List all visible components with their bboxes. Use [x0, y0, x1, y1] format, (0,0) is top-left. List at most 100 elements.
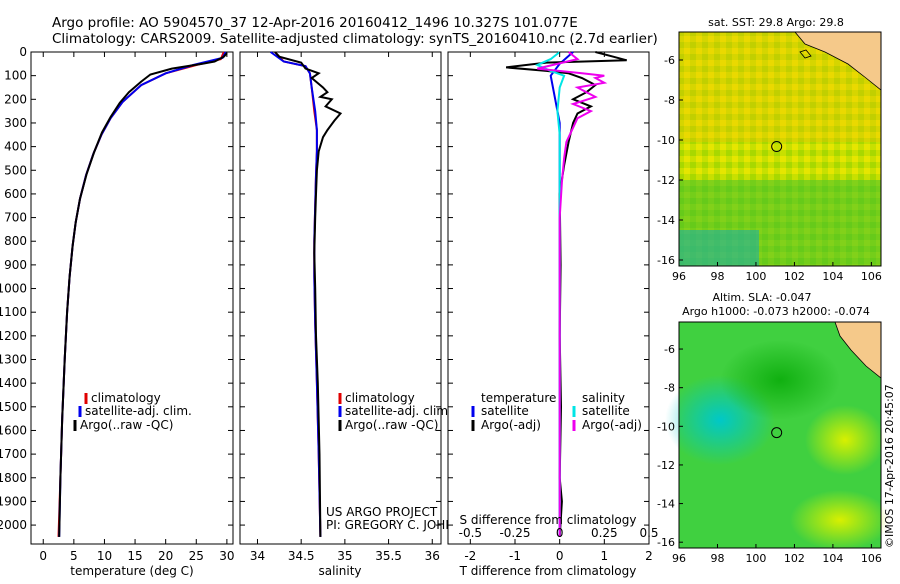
- sst-map-panel: sat. SST: 29.8 Argo: 29.8 96 98 100 102 104 1…: [657, 16, 882, 283]
- difference-panel: -2 -1 0 1 2 -0.5 -0.25 0 0.25 0.5 T difference f…: [447, 51, 659, 578]
- temperature-axes-box: [30, 51, 234, 545]
- map-y-tick-label: -10: [657, 134, 675, 147]
- x-tick-label: 0: [556, 549, 564, 563]
- x-tick-label: 0: [39, 549, 47, 563]
- sst-map-title: sat. SST: 29.8 Argo: 29.8: [708, 16, 844, 29]
- x-tick-label: 35: [337, 549, 352, 563]
- salinity-legend: climatology satellite-adj. clim. Argo(..…: [338, 391, 452, 432]
- depth-tick-label: 0: [19, 45, 27, 59]
- sla-argo-location-marker: [771, 427, 783, 439]
- sla-map-title: Altim. SLA: -0.047: [712, 291, 811, 304]
- difference-x-ticks: -2 -1 0 1 2: [464, 52, 653, 563]
- s-diff-tick-label: -0.5: [459, 526, 482, 540]
- x-tick-label: 5: [70, 549, 78, 563]
- legend-label-t-satellite: satellite: [481, 404, 529, 418]
- map-x-tick-label: 96: [672, 270, 686, 283]
- map-x-tick-label: 106: [861, 270, 882, 283]
- map-x-tick-label: 104: [822, 552, 843, 565]
- depth-ticks: 0 100 200 300 400 500 600 700 800 900 1000 1100 1200…: [0, 45, 233, 532]
- legend-title-salinity: salinity: [582, 391, 625, 405]
- salinity-axes-box: [239, 51, 442, 545]
- map-x-tick-label: 104: [822, 270, 843, 283]
- map-y-tick-label: -10: [657, 420, 675, 433]
- salinity-lines: [270, 51, 343, 537]
- depth-tick-label: 300: [4, 116, 27, 130]
- depth-tick-label: 100: [4, 69, 27, 83]
- sst-argo-location-marker: [771, 141, 783, 153]
- salinity-x-ticks: 34 34.5 35 35.5 36: [250, 52, 440, 563]
- x-tick-label: 30: [219, 549, 234, 563]
- depth-tick-label: 1000: [0, 282, 27, 296]
- map-y-tick-label: -8: [664, 94, 675, 107]
- depth-tick-label: 1900: [0, 494, 27, 508]
- map-y-tick-label: -8: [664, 382, 675, 395]
- depth-tick-label: 1300: [0, 353, 27, 367]
- imos-credit: ©IMOS 17-Apr-2016 20:45:07: [883, 384, 896, 548]
- series-line-s-argo-adj-: [537, 51, 608, 537]
- temperature-x-ticks: 0 5 10 15 20 25 30: [39, 52, 235, 563]
- map-x-tick-label: 106: [861, 552, 882, 565]
- map-x-tick-label: 102: [784, 552, 805, 565]
- s-diff-tick-label: 0: [556, 526, 564, 540]
- map-x-tick-label: 100: [745, 552, 766, 565]
- x-tick-label: 20: [158, 549, 173, 563]
- sst-island: [799, 49, 812, 59]
- difference-lines: [505, 51, 627, 537]
- x-tick-label: 10: [97, 549, 112, 563]
- sla-mid-blob: [720, 340, 840, 420]
- x-tick-label: 34: [250, 549, 265, 563]
- header-line1: Argo profile: AO 5904570_37 12-Apr-2016 …: [52, 15, 578, 31]
- depth-tick-label: 2000: [0, 518, 27, 532]
- depth-tick-label: 1600: [0, 423, 27, 437]
- depth-tick-label: 600: [4, 187, 27, 201]
- depth-tick-label: 1200: [0, 329, 27, 343]
- x-tick-label: 15: [127, 549, 142, 563]
- sla-map-subtitle: Argo h1000: -0.073 h2000: -0.074: [682, 305, 870, 318]
- sst-cyan-patch: [679, 230, 759, 266]
- sst-map-ticks: 96 98 100 102 104 106 -6 -8 -10 -12 -14 -16: [657, 54, 882, 283]
- s-diff-tick-label: -0.25: [499, 526, 530, 540]
- map-y-tick-label: -14: [657, 498, 675, 511]
- map-y-tick-label: -16: [657, 254, 675, 267]
- depth-tick-label: 400: [4, 140, 27, 154]
- legend-label-argo: Argo(..raw -QC): [80, 418, 173, 432]
- map-y-tick-label: -14: [657, 214, 675, 227]
- legend-label-satellite: satellite-adj. clim.: [345, 404, 452, 418]
- map-x-tick-label: 96: [672, 552, 686, 565]
- x-tick-label: 35.5: [375, 549, 402, 563]
- depth-tick-label: 800: [4, 234, 27, 248]
- map-y-tick-label: -6: [664, 343, 675, 356]
- depth-tick-label: 700: [4, 211, 27, 225]
- difference-legend: temperature satellite Argo(-adj) salinit…: [471, 391, 642, 432]
- s-diff-tick-label: 0.25: [591, 526, 618, 540]
- sla-map-panel: Altim. SLA: -0.047 Argo h1000: -0.073 h2…: [657, 291, 890, 565]
- difference-y-tickmarks: [448, 51, 649, 526]
- x-tick-label: -2: [464, 549, 476, 563]
- temperature-xlabel: temperature (deg C): [70, 564, 193, 578]
- map-x-tick-label: 102: [784, 270, 805, 283]
- map-x-tick-label: 98: [710, 270, 724, 283]
- x-tick-label: 1: [601, 549, 609, 563]
- depth-tick-label: 1500: [0, 400, 27, 414]
- header-line2: Climatology: CARS2009. Satellite-adjuste…: [52, 31, 658, 47]
- temperature-legend: climatology satellite-adj. clim. Argo(..…: [73, 391, 192, 432]
- legend-label-t-argo: Argo(-adj): [481, 418, 541, 432]
- series-line-argo-raw-qc-: [274, 51, 343, 537]
- temperature-panel: 0100200300400500600700800900100011001200…: [0, 45, 235, 578]
- sla-map-frame: [678, 321, 882, 549]
- sla-map-ticks: 96 98 100 102 104 106 -6 -8 -10 -12 -14 -16: [657, 343, 882, 565]
- depth-tick-label: 1400: [0, 376, 27, 390]
- x-tick-label: 25: [189, 549, 204, 563]
- legend-label-satellite: satellite-adj. clim.: [85, 404, 192, 418]
- difference-s-ticks: -0.5 -0.25 0 0.25 0.5: [459, 526, 659, 540]
- depth-tick-label: 500: [4, 163, 27, 177]
- map-y-tick-label: -12: [657, 174, 675, 187]
- s-diff-tick-label: 0.5: [639, 526, 658, 540]
- series-line-argo-raw-qc-: [58, 52, 228, 537]
- legend-title-temperature: temperature: [481, 391, 556, 405]
- depth-tick-label: 900: [4, 258, 27, 272]
- map-x-tick-label: 98: [710, 552, 724, 565]
- legend-label-climatology: climatology: [345, 391, 415, 405]
- map-y-tick-label: -16: [657, 536, 675, 549]
- x-tick-label: 2: [645, 549, 653, 563]
